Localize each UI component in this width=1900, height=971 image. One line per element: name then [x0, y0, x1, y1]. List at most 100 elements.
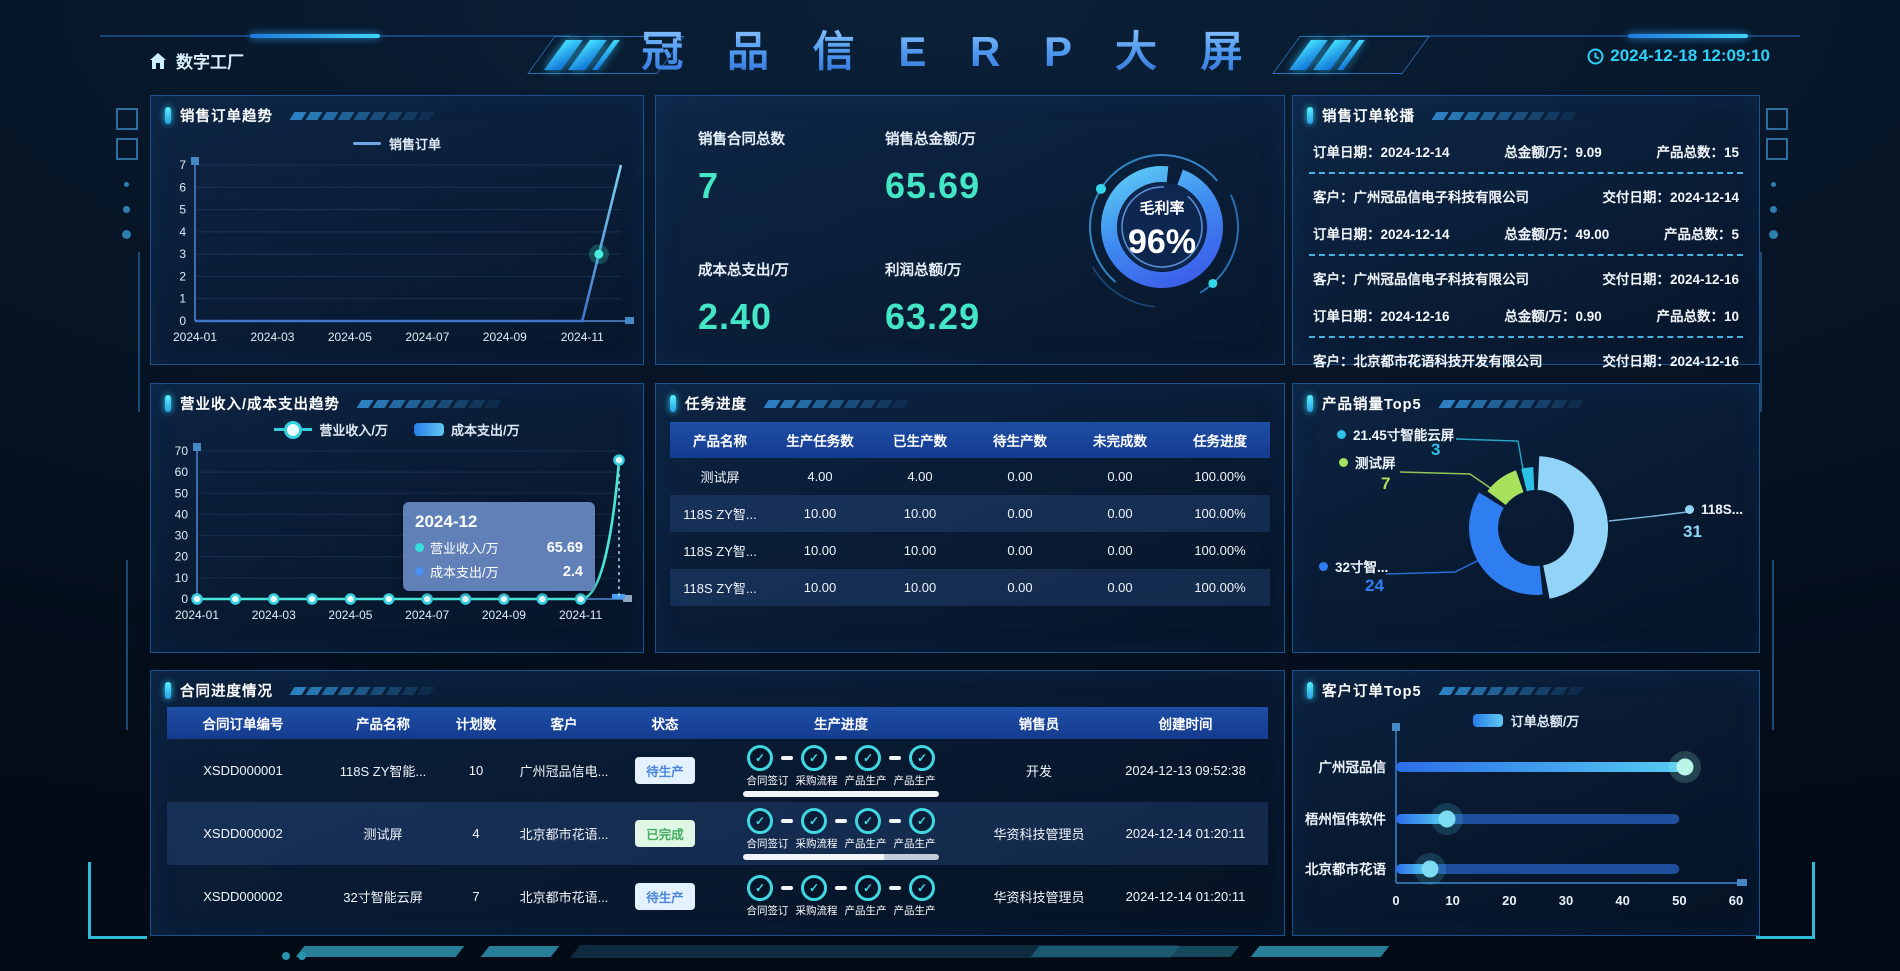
table-cell: 100.00%	[1194, 543, 1246, 558]
field-value: 5	[1731, 226, 1739, 242]
donut-slice-label: 21.45寸智能云屏	[1337, 424, 1454, 444]
page-title: 冠 品 信 E R P 大 屏	[0, 18, 1900, 79]
step-check-icon: ✓	[909, 875, 935, 901]
title-slashes-deco	[289, 686, 435, 695]
gross-margin-gauge: 毛利率 96%	[1089, 154, 1239, 308]
table-cell: 10.00	[903, 506, 937, 521]
field-label: 交付日期：	[1602, 189, 1670, 205]
datetime-value: 2024-12-18 12:09:10	[1610, 46, 1770, 65]
title-accent-bar	[165, 107, 171, 124]
tooltip-rows: 营业收入/万 65.69 成本支出/万 2.4	[415, 538, 583, 581]
order-field: 订单日期：2024-12-14	[1313, 141, 1450, 161]
customer-cell: 北京都市花语...	[519, 890, 609, 905]
step-label: 采购流程	[795, 837, 838, 850]
order-field: 产品总数：5	[1664, 223, 1739, 243]
legend-item-sales-order[interactable]: 销售订单	[352, 134, 441, 153]
svg-text:2024-03: 2024-03	[252, 608, 296, 622]
series-value: 2.4	[562, 563, 583, 580]
table-cell: 0.00	[1007, 580, 1033, 595]
series-name: 成本支出/万	[430, 565, 499, 580]
status-cell: 待生产	[623, 883, 707, 910]
step-connector	[889, 818, 901, 823]
column-header: 创建时间	[1158, 717, 1213, 732]
table-cell: 100.00%	[1194, 469, 1246, 484]
breadcrumb-home[interactable]: 数字工厂	[148, 48, 244, 73]
legend-item-cost[interactable]: 成本支出/万	[414, 420, 520, 439]
customer-orders-legend[interactable]: 订单总额/万	[1293, 711, 1759, 730]
donut-slice-value: 7	[1381, 474, 1391, 493]
svg-text:2024-03: 2024-03	[250, 330, 294, 344]
deco-corner-bottom-left	[88, 862, 147, 939]
status-cell: 待生产	[623, 757, 707, 784]
status-cell: 已完成	[623, 820, 707, 847]
breadcrumb-label: 数字工厂	[176, 53, 244, 72]
revenue-trend-legend[interactable]: 营业收入/万 成本支出/万	[151, 420, 643, 439]
step-connector	[781, 755, 793, 760]
title-slashes-deco	[1438, 686, 1584, 695]
panel-title-text: 合同进度情况	[180, 684, 273, 700]
table-cell: 10.00	[903, 580, 937, 595]
title-accent-bar	[1307, 682, 1313, 699]
field-value: 9.09	[1575, 144, 1602, 160]
step-label: 产品生产	[893, 905, 936, 917]
field-label: 产品总数：	[1656, 144, 1724, 160]
panel-title-contract-progress: 合同进度情况	[151, 671, 1284, 707]
salesman-cell: 华资科技管理员	[993, 890, 1085, 905]
table-row[interactable]: 测试屏 4.00 4.00 0.00 0.00 100.00%	[670, 458, 1270, 495]
order-field: 客户：广州冠品信电子科技有限公司	[1313, 186, 1529, 206]
table-cell: 0.00	[1007, 506, 1033, 521]
bar-legend-icon	[414, 423, 444, 436]
column-header: 生产任务数	[786, 434, 854, 449]
created-cell: 2024-12-14 01:20:11	[1125, 826, 1246, 841]
progress-cell: ✓ ✓ ✓ ✓ 合同签订 采购流程 产品生产 产品生产	[707, 744, 975, 797]
contract-row[interactable]: XSDD000001 118S ZY智能... 10 广州冠品信电... 待生产 ✓ ✓ ✓ ✓…	[167, 739, 1268, 802]
order-no-cell: XSDD000002	[203, 889, 283, 904]
kpi-stat: 销售总金额/万 65.69	[885, 128, 1048, 207]
deco-dot	[298, 952, 306, 960]
contract-row[interactable]: XSDD000002 测试屏 4 北京都市花语... 已完成 ✓ ✓ ✓ ✓ 合同签订 采购流程 产品…	[167, 802, 1268, 865]
legend-item-order-total[interactable]: 订单总额/万	[1472, 711, 1579, 730]
task-table: 产品名称 生产任务数 已生产数 待生产数 未完成数 任务进度 测试屏 4.00 4.00 0.0…	[656, 420, 1284, 608]
field-value: 北京都市花语科技开发有限公司	[1353, 353, 1543, 369]
order-field: 客户：北京都市花语科技开发有限公司	[1313, 350, 1543, 370]
table-row[interactable]: 118S ZY智... 10.00 10.00 0.00 0.00 100.00%	[670, 569, 1270, 606]
deco-square	[116, 108, 138, 130]
step-check-icon: ✓	[855, 875, 881, 901]
slice-name: 21.45寸智能云屏	[1353, 428, 1455, 443]
customer-cell: 北京都市花语...	[519, 827, 609, 842]
panel-title-text: 销售订单轮播	[1322, 109, 1415, 125]
field-value: 广州冠品信电子科技有限公司	[1353, 271, 1530, 287]
step-check-icon: ✓	[801, 744, 827, 771]
field-label: 总金额/万：	[1504, 144, 1576, 160]
slice-dot	[1337, 429, 1346, 439]
field-value: 2024-12-16	[1669, 353, 1739, 369]
header-line-right-glow	[1628, 34, 1748, 38]
kpi-value: 63.29	[885, 296, 981, 337]
contract-row[interactable]: XSDD000002 32寸智能云屏 7 北京都市花语... 待生产 ✓ ✓ ✓ ✓ 合同签订 采购…	[167, 865, 1268, 928]
qty-cell: 4	[472, 826, 480, 841]
deco-dot	[123, 206, 130, 213]
sales-trend-legend[interactable]: 销售订单	[151, 134, 643, 153]
field-label: 交付日期：	[1602, 271, 1670, 287]
table-cell: 0.00	[1107, 580, 1133, 595]
carousel-divider	[1309, 336, 1743, 338]
svg-text:梧州恒伟软件: 梧州恒伟软件	[1305, 811, 1386, 827]
table-row[interactable]: 118S ZY智... 10.00 10.00 0.00 0.00 100.00%	[670, 495, 1270, 532]
legend-item-revenue[interactable]: 营业收入/万	[274, 420, 388, 439]
panel-kpi-summary: 销售合同总数 7 销售总金额/万 65.69 成本总支出/万 2.40 利润总额/万 63.2…	[655, 95, 1285, 365]
table-row[interactable]: 118S ZY智... 10.00 10.00 0.00 0.00 100.00%	[670, 532, 1270, 569]
deco-dot	[122, 230, 131, 239]
svg-text:0: 0	[181, 592, 188, 606]
column-header: 产品名称	[356, 717, 410, 732]
deco-square	[116, 138, 138, 160]
step-label: 产品生产	[844, 774, 887, 787]
created-cell: 2024-12-13 09:52:38	[1125, 763, 1246, 778]
donut-slice-label: 32寸智...	[1319, 556, 1388, 576]
column-header: 客户	[550, 717, 578, 732]
title-accent-bar	[670, 395, 676, 412]
kpi-label: 销售合同总数	[698, 132, 785, 148]
field-value: 2024-12-16	[1380, 308, 1450, 324]
column-header: 待生产数	[993, 434, 1047, 449]
panel-title-customer-orders: 客户订单Top5	[1293, 671, 1759, 707]
